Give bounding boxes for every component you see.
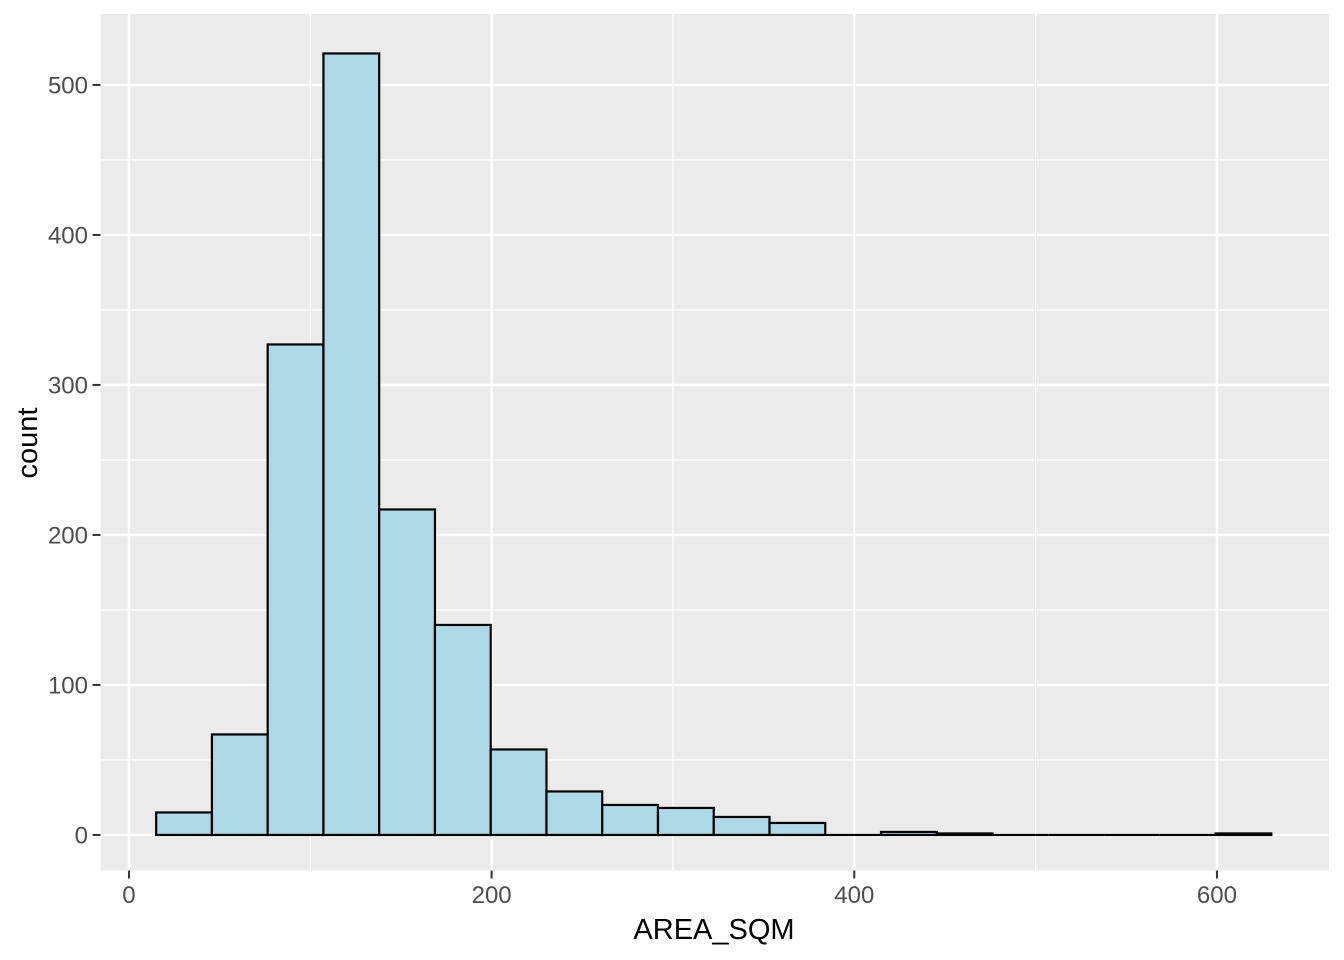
x-tick-label: 600 [1197, 882, 1237, 909]
histogram-bar [378, 508, 437, 837]
y-tick-label: 100 [48, 672, 88, 699]
histogram-bar [879, 830, 938, 837]
histogram-bar [545, 790, 604, 837]
histogram-bar [601, 803, 660, 837]
y-tick-label: 200 [48, 522, 88, 549]
axis-ticks [92, 83, 1218, 879]
y-tick-label: 500 [48, 72, 88, 99]
y-tick-label: 0 [75, 822, 88, 849]
x-tick-label: 400 [834, 882, 874, 909]
histogram-bar [266, 343, 325, 837]
histogram-bar [155, 811, 214, 837]
x-axis-title: AREA_SQM [633, 914, 794, 946]
histogram-bar [935, 832, 994, 837]
histogram-bar [712, 815, 771, 837]
axis-tick-labels: 0 200 400 600 0 100 200 300 400 500 [48, 72, 1237, 909]
y-tick-label: 300 [48, 372, 88, 399]
x-tick-label: 0 [122, 882, 135, 909]
histogram-bar [656, 806, 715, 837]
histogram-bar [322, 52, 381, 837]
histogram-bar [489, 748, 548, 837]
y-axis-title: count [12, 408, 44, 479]
histogram-bar [433, 623, 492, 837]
histogram-bar [210, 733, 269, 837]
x-tick-label: 200 [472, 882, 512, 909]
histogram-bar [1214, 832, 1273, 837]
histogram-bars [155, 52, 1273, 837]
histogram-bar [768, 821, 827, 837]
y-tick-label: 400 [48, 222, 88, 249]
